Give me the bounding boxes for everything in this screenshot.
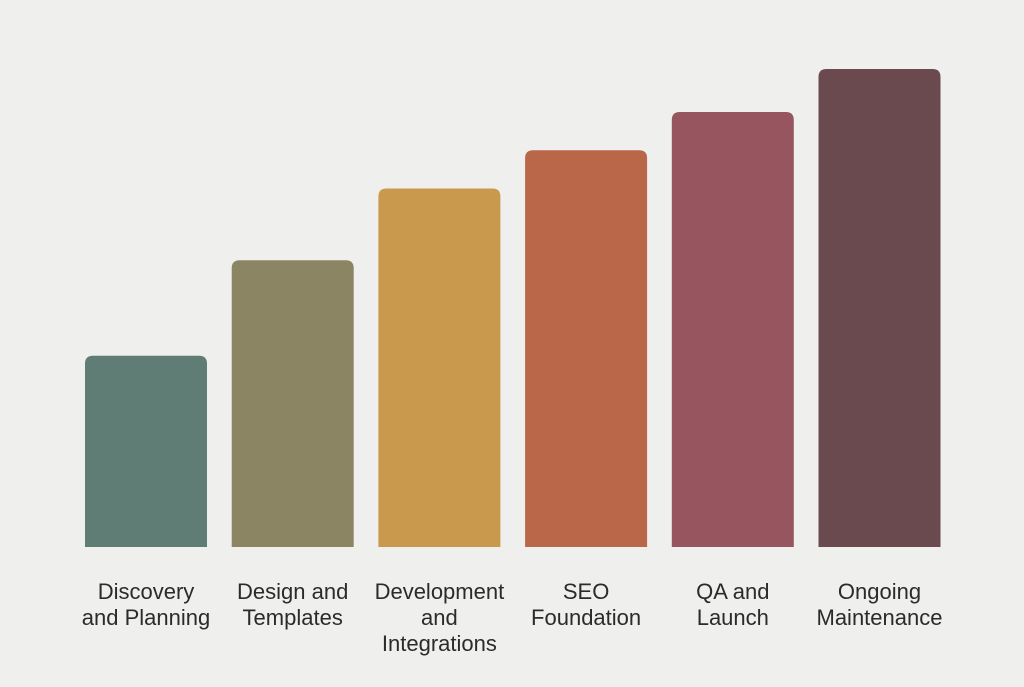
category-label-line: Foundation [531, 605, 641, 630]
category-label-line: Development [375, 579, 505, 604]
category-label-3: Development and Integrations [375, 579, 505, 656]
category-label-line: QA and [696, 579, 769, 604]
category-label-5: QA and Launch [696, 579, 769, 630]
category-label-6: Ongoing Maintenance [817, 579, 943, 630]
category-label-line: Maintenance [817, 605, 943, 630]
category-label-line: Templates [243, 605, 343, 630]
category-label-line: Launch [697, 605, 769, 630]
bar-3 [378, 188, 501, 547]
category-labels-group: Discovery and Planning Design and Templates… [82, 579, 943, 656]
bar-5 [671, 112, 794, 548]
category-label-2: Design and Templates [237, 579, 348, 630]
category-label-1: Discovery and Planning [82, 579, 210, 630]
category-label-4: SEO Foundation [531, 579, 641, 630]
bars-group [85, 69, 941, 548]
category-label-line: Ongoing [838, 579, 921, 604]
bar-6 [818, 69, 941, 547]
bar-1 [85, 355, 207, 547]
bar-2 [231, 260, 354, 547]
bar-4 [525, 150, 648, 547]
category-label-line: SEO [563, 579, 609, 604]
category-label-line: and Planning [82, 605, 210, 630]
category-label-line: Discovery [98, 579, 195, 604]
category-label-line: Design and [237, 579, 348, 604]
category-label-line: Integrations [382, 631, 497, 656]
category-label-line: and [421, 605, 458, 630]
